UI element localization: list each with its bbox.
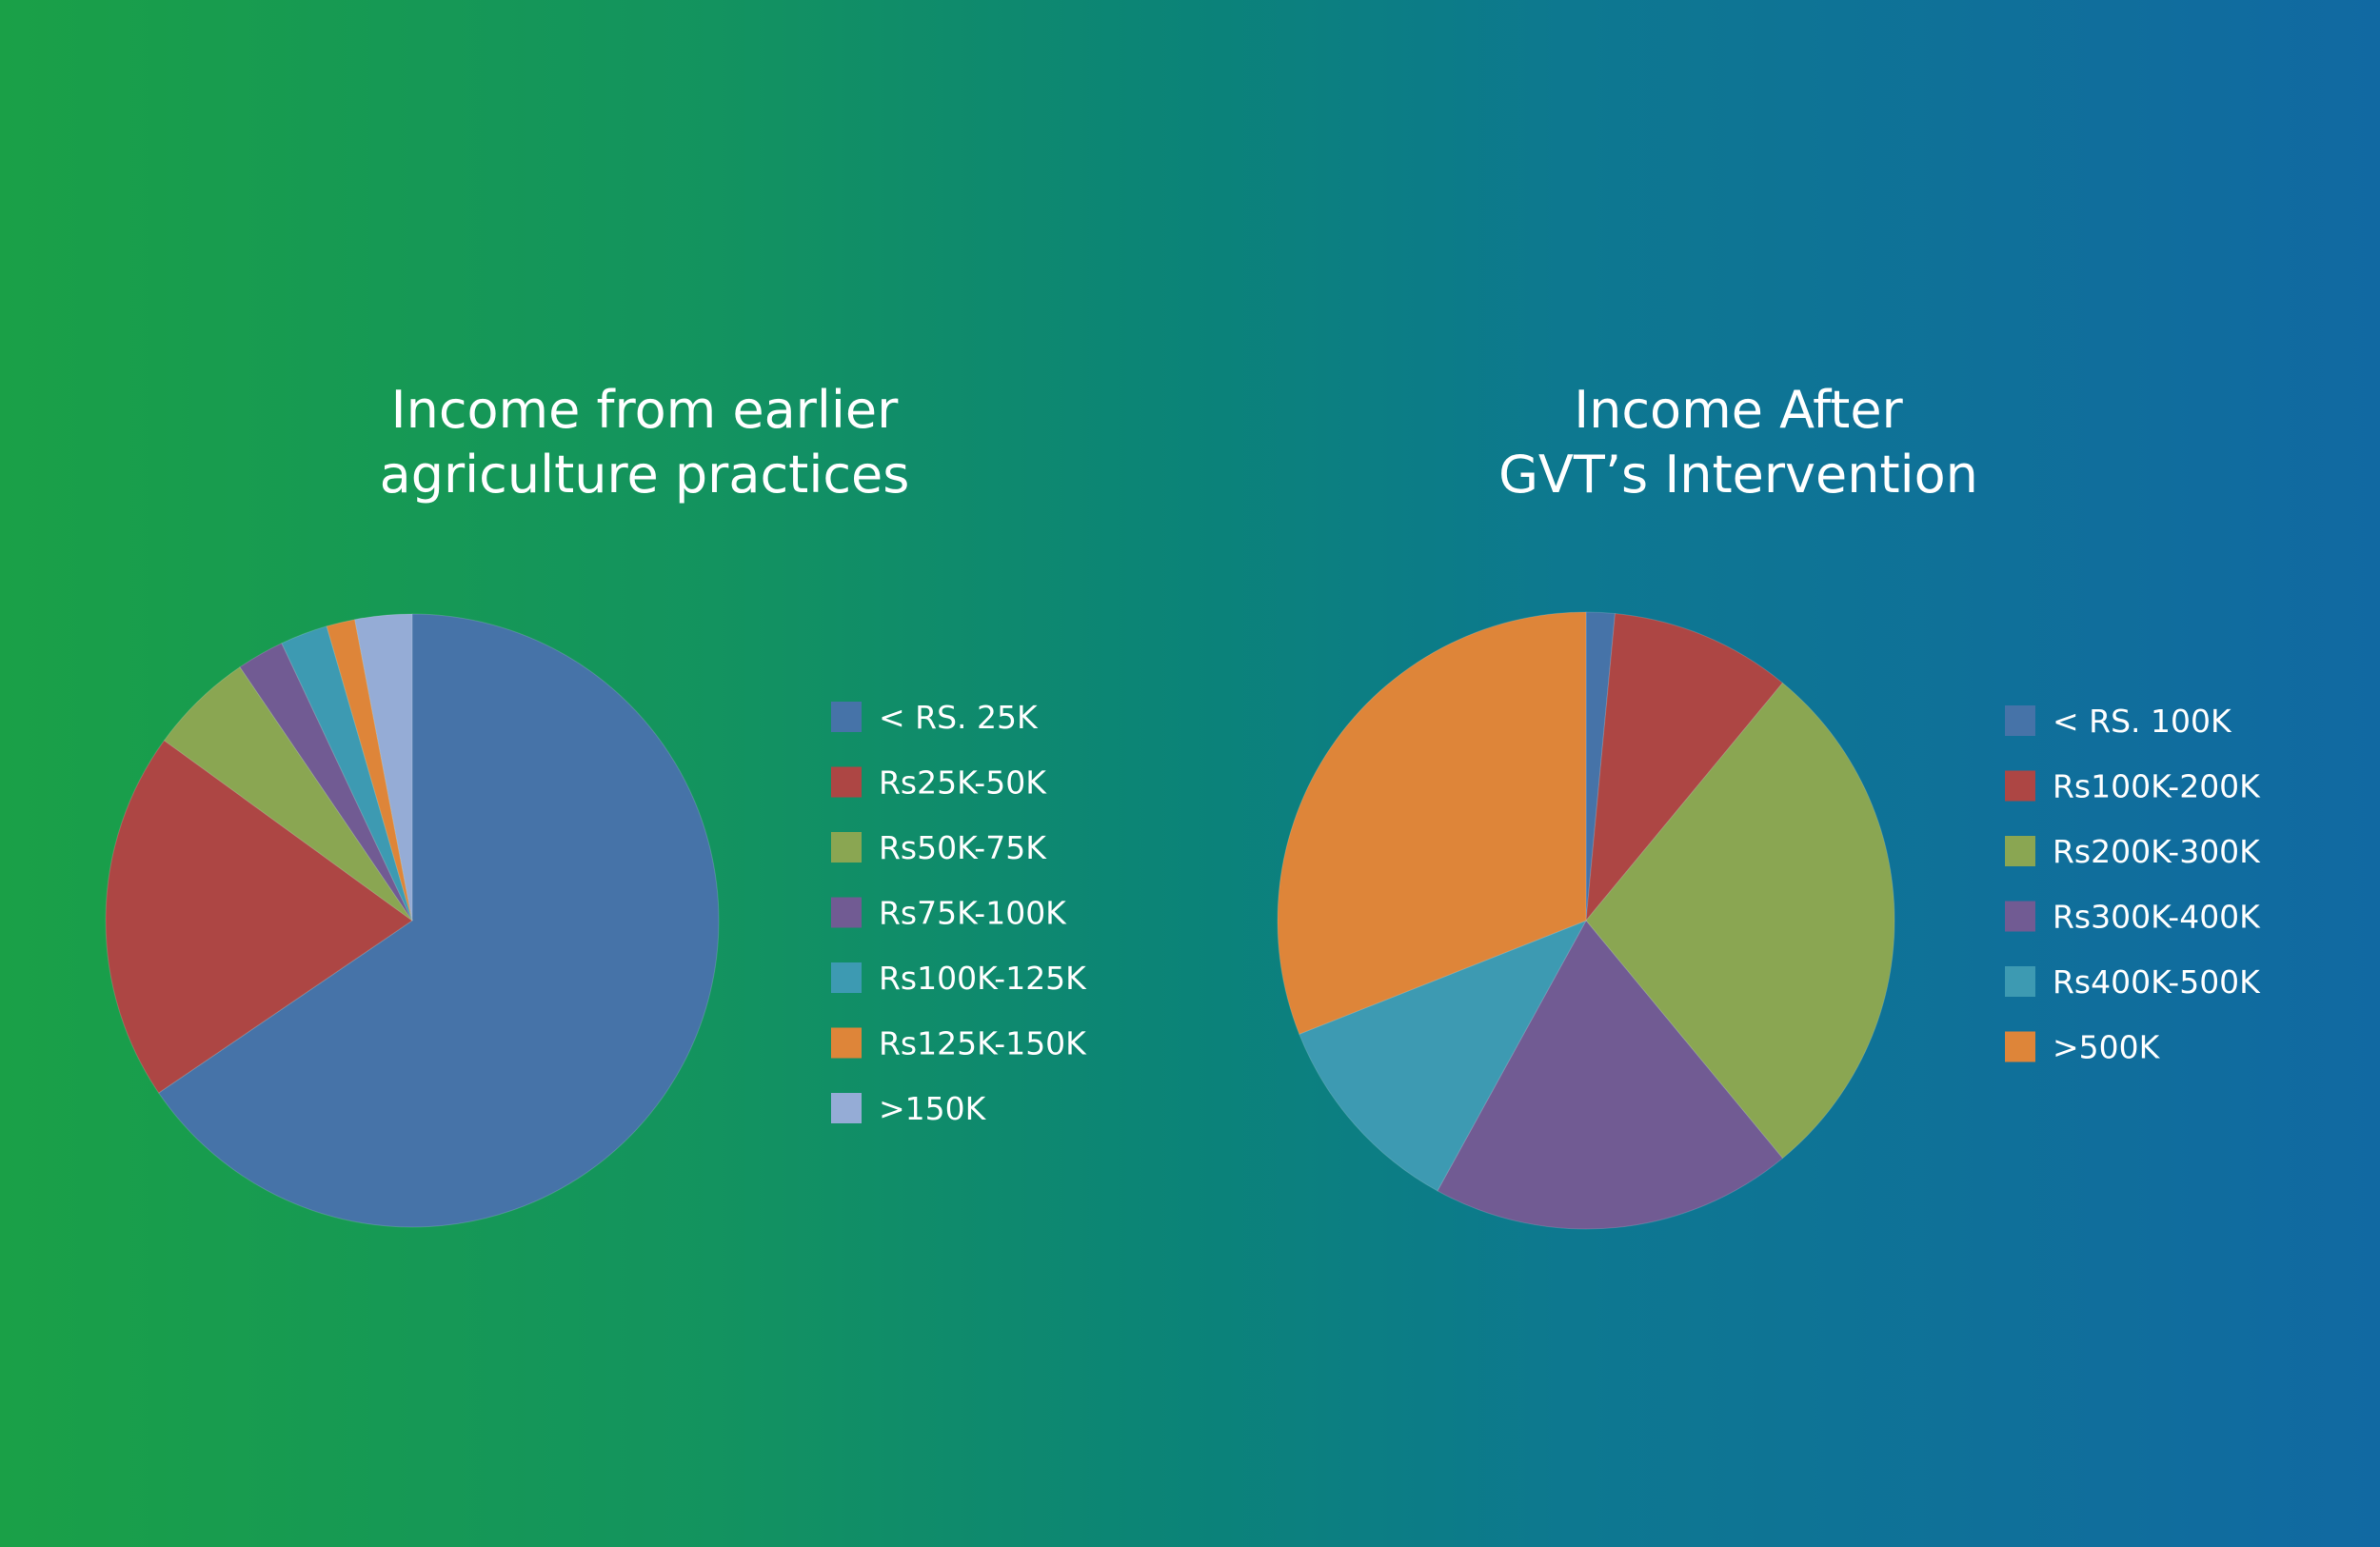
pie-slice-rs400k-500k (1299, 920, 1588, 1192)
legend-swatch-rs100k-125k (831, 962, 862, 993)
chart-title-line-1: Income from earlier (391, 380, 899, 440)
legend-label-rs75k-100k: Rs75K-100K (879, 895, 1067, 932)
pie-slice-rs50k-75k (163, 665, 413, 922)
legend-label-rs125k-150k: Rs125K-150K (879, 1025, 1087, 1062)
pie-slice-rs-100k (1585, 611, 1616, 922)
legend-label-rs100k-125k: Rs100K-125K (879, 960, 1087, 997)
legend-swatch-rs-100k (2005, 705, 2035, 736)
legend-swatch-rs125k-150k (831, 1027, 862, 1059)
pie-slice-150k (354, 613, 413, 922)
legend-swatch-rs100k-200k (2005, 770, 2035, 802)
chart-earlier-income: Income from earlier agriculture practice… (105, 380, 1087, 1228)
pie-slice-rs100k-200k (1585, 612, 1784, 922)
legend-swatch-rs200k-300k (2005, 836, 2035, 866)
legend-label-150k: >150K (879, 1090, 987, 1127)
legend-swatch-rs75k-100k (831, 897, 862, 928)
chart-title-line-2: agriculture practices (380, 445, 910, 505)
legend-label-rs200k-300k: Rs200K-300K (2053, 833, 2261, 870)
legend-swatch-rs300k-400k (2005, 901, 2035, 932)
pie-slice-rs125k-150k (326, 619, 413, 922)
pie-slice-rs75k-100k (239, 642, 413, 922)
legend-label-500k: >500K (2053, 1029, 2161, 1066)
legend-swatch-150k (831, 1093, 862, 1123)
chart-after-income: Income After GVT’s Intervention < RS. 10… (1277, 380, 2261, 1230)
pie-earlier-income (105, 613, 720, 1228)
legend-swatch-rs400k-500k (2005, 966, 2035, 997)
chart-title-line-1: Income After (1574, 380, 1903, 440)
pie-after-income (1277, 611, 1895, 1230)
legend-label-rs50k-75k: Rs50K-75K (879, 829, 1047, 866)
pie-slice-rs25k-50k (105, 740, 413, 1094)
legend-swatch-rs25k-50k (831, 766, 862, 798)
legend-label-rs400k-500k: Rs400K-500K (2053, 963, 2261, 1001)
legend-after-income: < RS. 100K Rs100K-200K Rs200K-300K Rs300K-4… (2005, 703, 2261, 1066)
pie-slice-rs200k-300k (1585, 682, 1895, 1160)
pie-slice-rs300k-400k (1437, 920, 1784, 1230)
chart-title-line-2: GVT’s Intervention (1498, 445, 1978, 505)
legend-label-rs-25k: < RS. 25K (879, 699, 1039, 736)
legend-swatch-rs-25k (831, 702, 862, 732)
legend-swatch-rs50k-75k (831, 832, 862, 863)
pie-slice-rs-25k (157, 613, 720, 1228)
legend-swatch-500k (2005, 1031, 2035, 1062)
pie-slice-500k (1277, 611, 1587, 1035)
legend-earlier-income: < RS. 25K Rs25K-50K Rs50K-75K Rs75K-100K Rs1… (831, 699, 1087, 1127)
pie-slice-rs100k-125k (281, 625, 413, 922)
legend-label-rs-100k: < RS. 100K (2053, 703, 2232, 740)
legend-label-rs25k-50k: Rs25K-50K (879, 764, 1047, 802)
legend-label-rs300k-400k: Rs300K-400K (2053, 899, 2261, 936)
legend-label-rs100k-200k: Rs100K-200K (2053, 768, 2261, 805)
